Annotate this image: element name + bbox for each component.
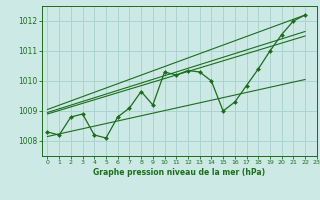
X-axis label: Graphe pression niveau de la mer (hPa): Graphe pression niveau de la mer (hPa) [93,168,265,177]
